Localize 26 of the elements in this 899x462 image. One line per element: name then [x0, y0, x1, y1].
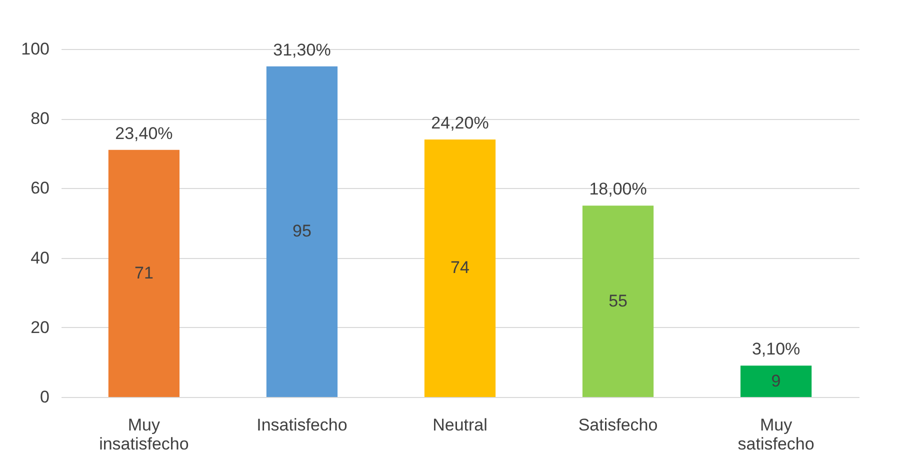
x-tick-label: Satisfecho [578, 416, 658, 434]
annotation: 24,20% [431, 113, 489, 132]
bar [740, 366, 812, 397]
x-tick-label: Neutral [432, 416, 488, 434]
y-tick-label: 80 [30, 109, 50, 128]
bar [582, 206, 654, 397]
y-tick-label: 100 [21, 40, 50, 58]
bar [266, 66, 338, 397]
bar [108, 150, 180, 397]
bar [424, 139, 496, 397]
y-tick-label: 20 [30, 318, 50, 337]
data-label: 71 [134, 263, 154, 282]
y-tick-label: 60 [30, 178, 50, 198]
annotation: 31,30% [273, 40, 331, 60]
x-tick-label: Muy insatisfecho [99, 416, 189, 454]
data-label: 9 [771, 371, 781, 390]
annotation: 23,40% [115, 124, 173, 143]
annotation: 3,10% [752, 340, 800, 359]
annotation: 18,00% [589, 180, 647, 199]
x-tick-label: Muy satisfecho [738, 416, 814, 454]
y-tick-label: 40 [30, 248, 50, 268]
y-tick-label: 0 [40, 388, 50, 406]
data-label: 95 [292, 222, 312, 241]
data-label: 55 [608, 291, 628, 310]
data-label: 74 [450, 258, 470, 278]
x-tick-label: Insatisfecho [256, 416, 348, 434]
